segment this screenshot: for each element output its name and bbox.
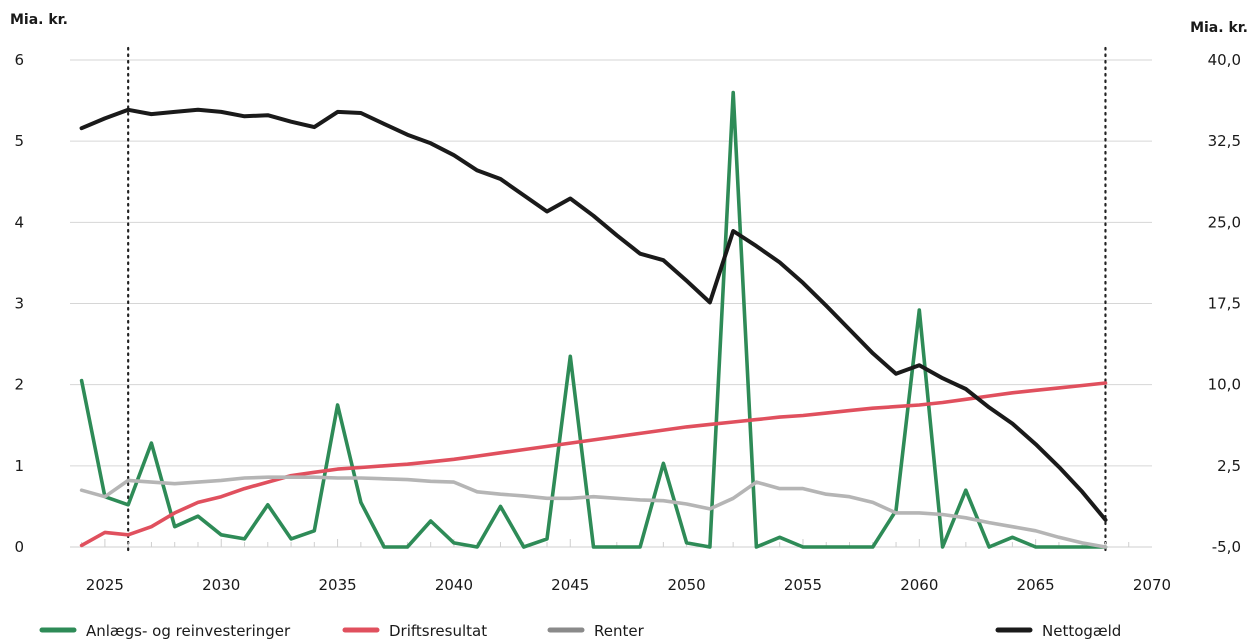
reference-vlines: [127, 46, 1107, 553]
series-line: [79, 90, 1108, 549]
gridlines: [70, 59, 1152, 548]
series-line: [79, 107, 1108, 522]
legend: Anlægs- og reinvesteringer Driftsresultat…: [39, 622, 1121, 640]
x-tick-label: 2030: [202, 576, 240, 594]
legend-label: Driftsresultat: [389, 622, 487, 640]
right-axis-unit: Mia. kr.: [1190, 20, 1248, 36]
series-line: [79, 381, 1108, 548]
x-tick-label: 2050: [668, 576, 706, 594]
x-tick-label: 2025: [86, 576, 124, 594]
x-tick-label: 2065: [1017, 576, 1055, 594]
y-right-tick-label: 10,0: [1208, 376, 1241, 394]
y-axis-left: 0 1 2 3 4 5 6: [14, 51, 24, 556]
x-tick-label: 2060: [900, 576, 938, 594]
series-line: [79, 475, 1108, 549]
x-tick-label: 2040: [435, 576, 473, 594]
series-lines: [79, 90, 1108, 549]
y-left-tick-label: 5: [14, 132, 24, 150]
y-left-tick-label: 4: [14, 213, 24, 231]
legend-label: Nettogæld: [1042, 622, 1121, 640]
y-axis-right: -5,0 2,5 10,0 17,5 25,0 32,5 40,0: [1208, 51, 1241, 556]
y-right-tick-label: 2,5: [1217, 457, 1241, 475]
left-axis-unit: Mia. kr.: [10, 12, 68, 28]
y-right-tick-label: 17,5: [1208, 295, 1241, 313]
y-left-tick-label: 2: [14, 376, 24, 394]
y-right-tick-label: -5,0: [1212, 538, 1241, 556]
y-left-tick-label: 6: [14, 51, 24, 69]
x-tick-label: 2070: [1133, 576, 1171, 594]
y-right-tick-label: 40,0: [1208, 51, 1241, 69]
x-tick-label: 2035: [318, 576, 356, 594]
x-tick-label: 2055: [784, 576, 822, 594]
y-right-tick-label: 25,0: [1208, 213, 1241, 231]
x-tick-label: 2045: [551, 576, 589, 594]
y-left-tick-label: 3: [14, 295, 24, 313]
y-left-tick-label: 1: [14, 457, 24, 475]
y-right-tick-label: 32,5: [1208, 132, 1241, 150]
y-left-tick-label: 0: [14, 538, 24, 556]
legend-label: Renter: [594, 622, 645, 640]
legend-label: Anlægs- og reinvesteringer: [86, 622, 291, 640]
